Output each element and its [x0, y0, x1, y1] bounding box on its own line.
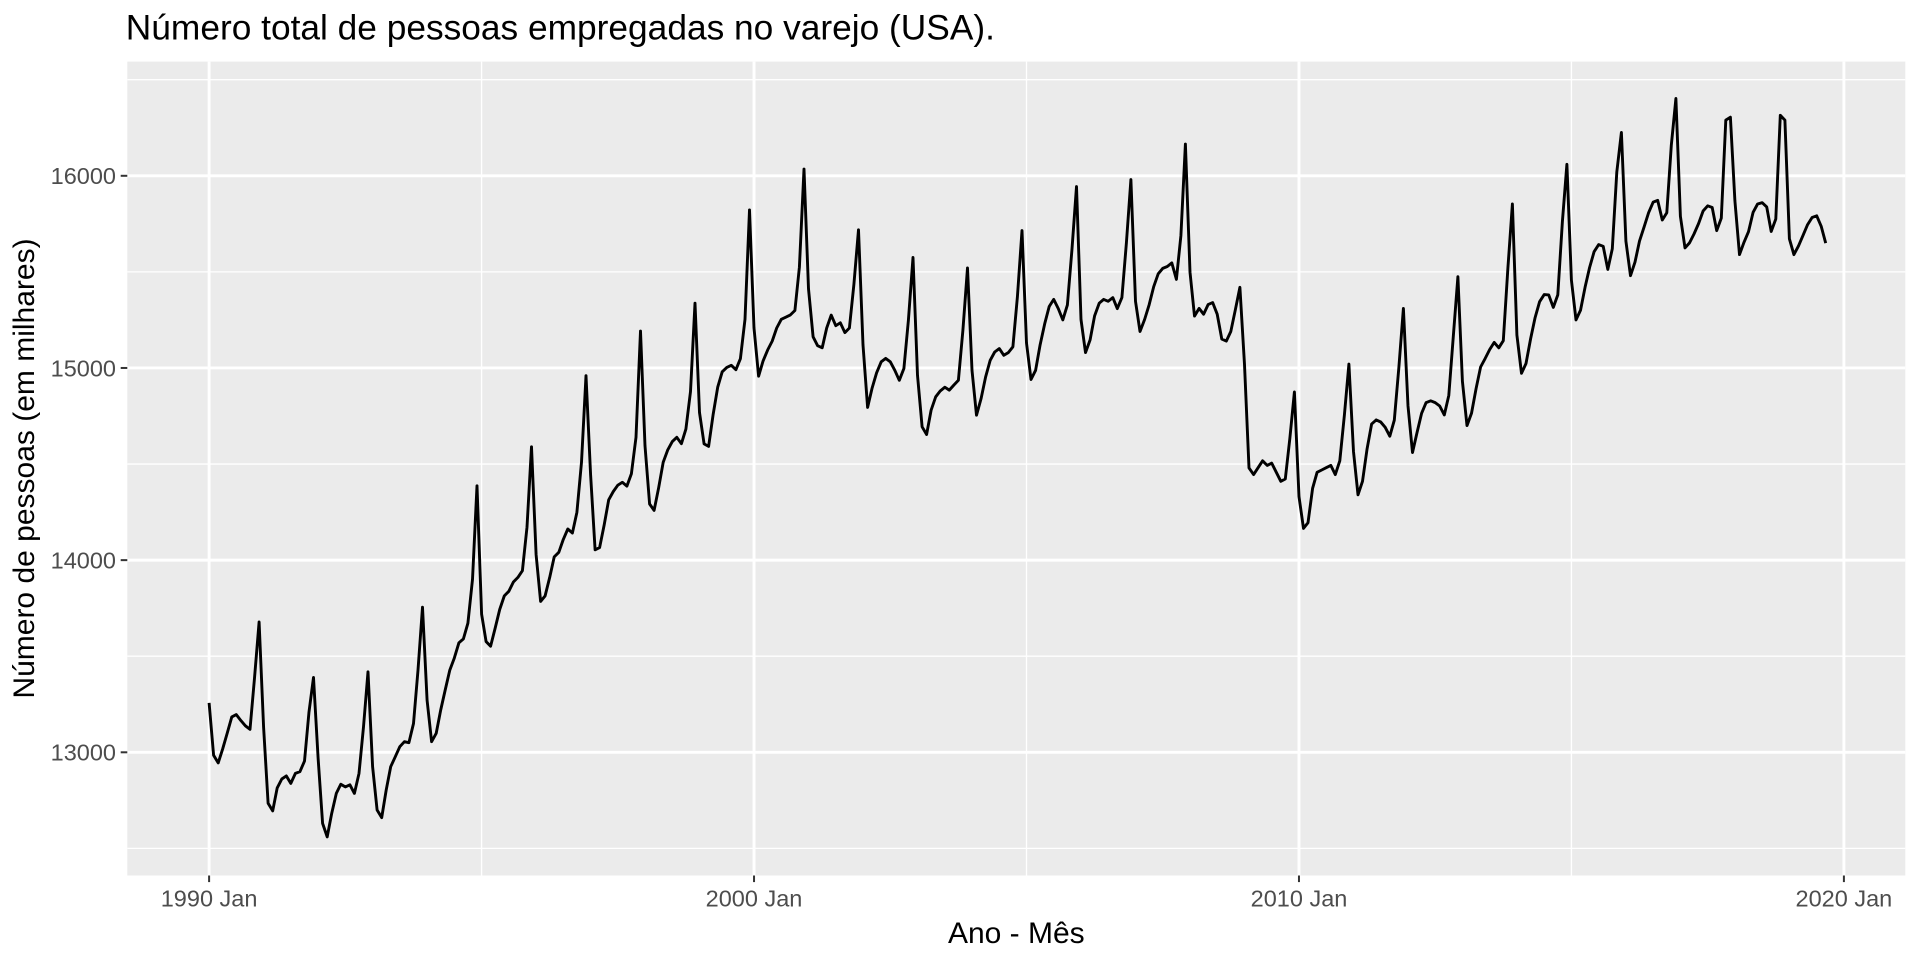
svg-text:2010 Jan: 2010 Jan: [1251, 886, 1348, 912]
svg-text:16000: 16000: [51, 163, 116, 189]
svg-text:2020 Jan: 2020 Jan: [1796, 886, 1893, 912]
svg-text:1990 Jan: 1990 Jan: [161, 886, 258, 912]
svg-text:15000: 15000: [51, 355, 116, 381]
svg-text:14000: 14000: [51, 548, 116, 574]
svg-text:Número de pessoas (em milhares: Número de pessoas (em milhares): [8, 238, 41, 698]
svg-text:Ano - Mês: Ano - Mês: [948, 917, 1085, 950]
svg-text:Número total de pessoas empreg: Número total de pessoas empregadas no va…: [126, 9, 995, 48]
svg-text:13000: 13000: [51, 740, 116, 766]
svg-text:2000 Jan: 2000 Jan: [706, 886, 803, 912]
